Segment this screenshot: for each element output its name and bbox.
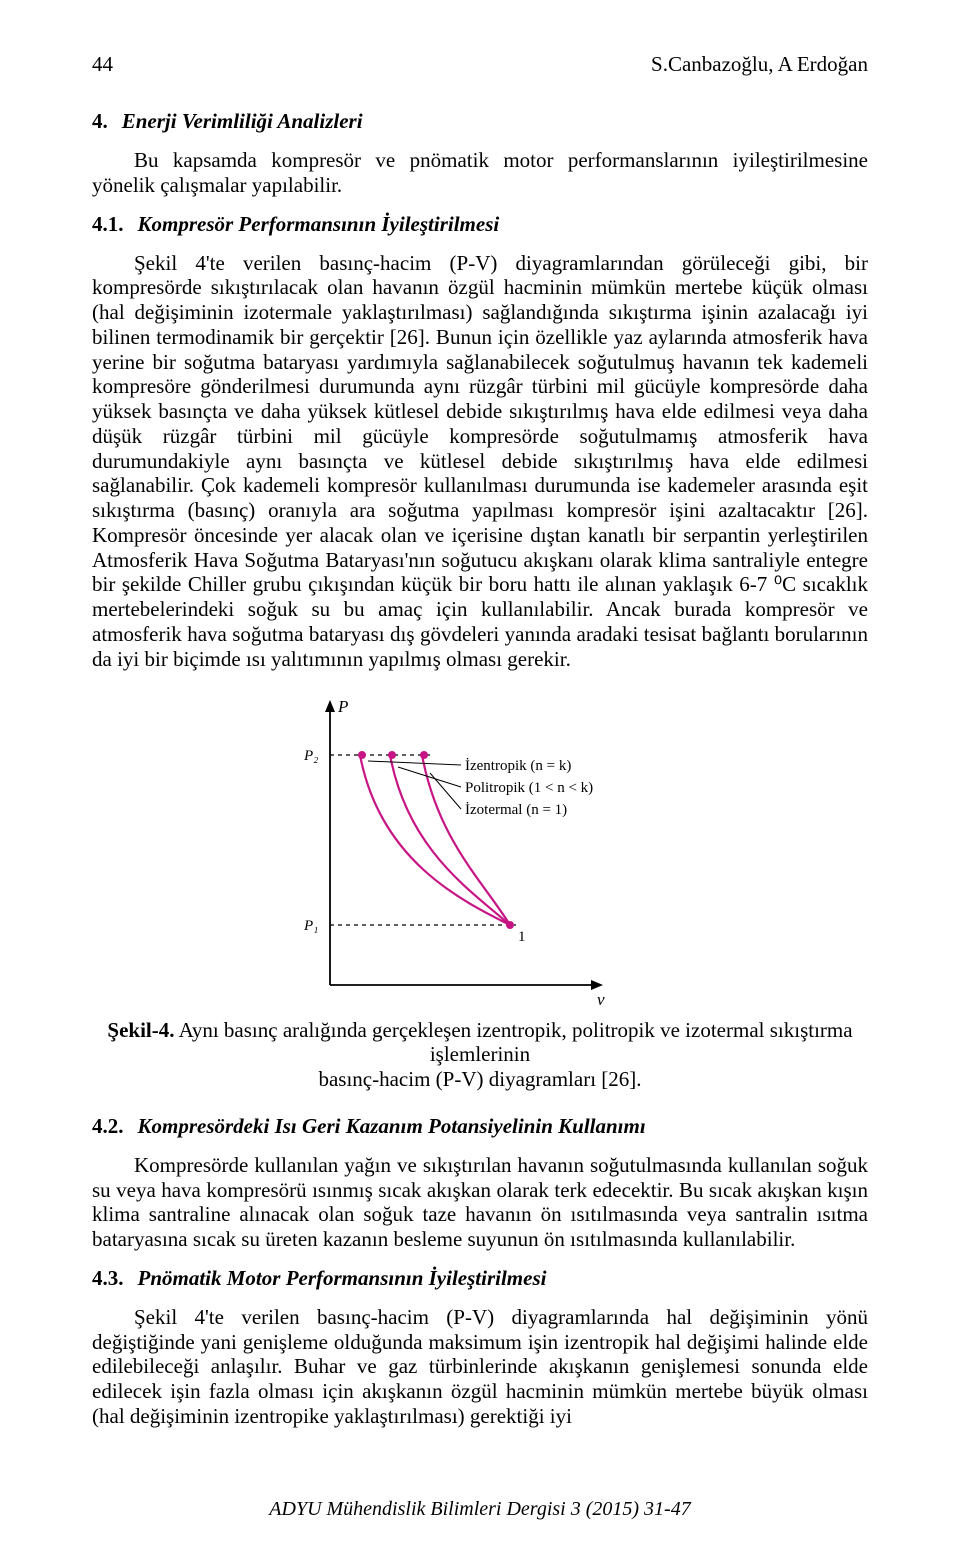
running-header: 44 S.Canbazoğlu, A Erdoğan — [92, 52, 868, 77]
section-4-intro: Bu kapsamda kompresör ve pnömatik motor … — [92, 148, 868, 198]
section-41-heading: 4.1. Kompresör Performansının İyileştiril… — [92, 212, 868, 237]
section-43-body: Şekil 4'te verilen basınç-hacim (P-V) di… — [92, 1305, 868, 1429]
figure-4-caption-lead: Şekil-4. — [107, 1018, 174, 1042]
running-head: S.Canbazoğlu, A Erdoğan — [651, 52, 868, 77]
section-42-number: 4.2. — [92, 1114, 124, 1138]
svg-text:P: P — [337, 697, 348, 716]
svg-text:v: v — [597, 990, 605, 1009]
section-41-body: Şekil 4'te verilen basınç-hacim (P-V) di… — [92, 251, 868, 672]
svg-text:Politropik (1 < n < k): Politropik (1 < n < k) — [465, 780, 593, 796]
page-number: 44 — [92, 52, 113, 77]
figure-4-caption-text1: Aynı basınç aralığında gerçekleşen izent… — [175, 1018, 853, 1067]
svg-text:İzentropik (n = k): İzentropik (n = k) — [465, 758, 571, 774]
section-41-title: Kompresör Performansının İyileştirilmesi — [138, 212, 500, 236]
section-42-body: Kompresörde kullanılan yağın ve sıkıştır… — [92, 1153, 868, 1252]
svg-text:İzotermal (n = 1): İzotermal (n = 1) — [465, 802, 567, 818]
figure-4-caption: Şekil-4. Aynı basınç aralığında gerçekle… — [92, 1018, 868, 1092]
section-43-title: Pnömatik Motor Performansının İyileştiri… — [138, 1266, 547, 1290]
section-42-title: Kompresördeki Isı Geri Kazanım Potansiye… — [138, 1114, 646, 1138]
page: 44 S.Canbazoğlu, A Erdoğan 4. Enerji Veri… — [0, 0, 960, 1553]
section-41-number: 4.1. — [92, 212, 124, 236]
figure-4-svg: Pv P₂ P₁ 1 İzentropik (n = k) Politropik (1 <… — [300, 690, 660, 1010]
section-4-title: Enerji Verimliliği Analizleri — [122, 109, 363, 133]
section-42-heading: 4.2. Kompresördeki Isı Geri Kazanım Potan… — [92, 1114, 868, 1139]
section-43-heading: 4.3. Pnömatik Motor Performansının İyileş… — [92, 1266, 868, 1291]
svg-text:P₁: P₁ — [303, 918, 318, 934]
page-footer: ADYU Mühendislik Bilimleri Dergisi 3 (20… — [0, 1498, 960, 1521]
section-4-number: 4. — [92, 109, 108, 133]
figure-4-caption-text2: basınç-hacim (P-V) diyagramları [26]. — [318, 1067, 641, 1091]
svg-text:P₂: P₂ — [303, 748, 318, 764]
section-43-number: 4.3. — [92, 1266, 124, 1290]
svg-text:1: 1 — [518, 929, 526, 945]
figure-4: Pv P₂ P₁ 1 İzentropik (n = k) Politropik (1 <… — [92, 690, 868, 1010]
section-4-heading: 4. Enerji Verimliliği Analizleri — [92, 109, 868, 134]
